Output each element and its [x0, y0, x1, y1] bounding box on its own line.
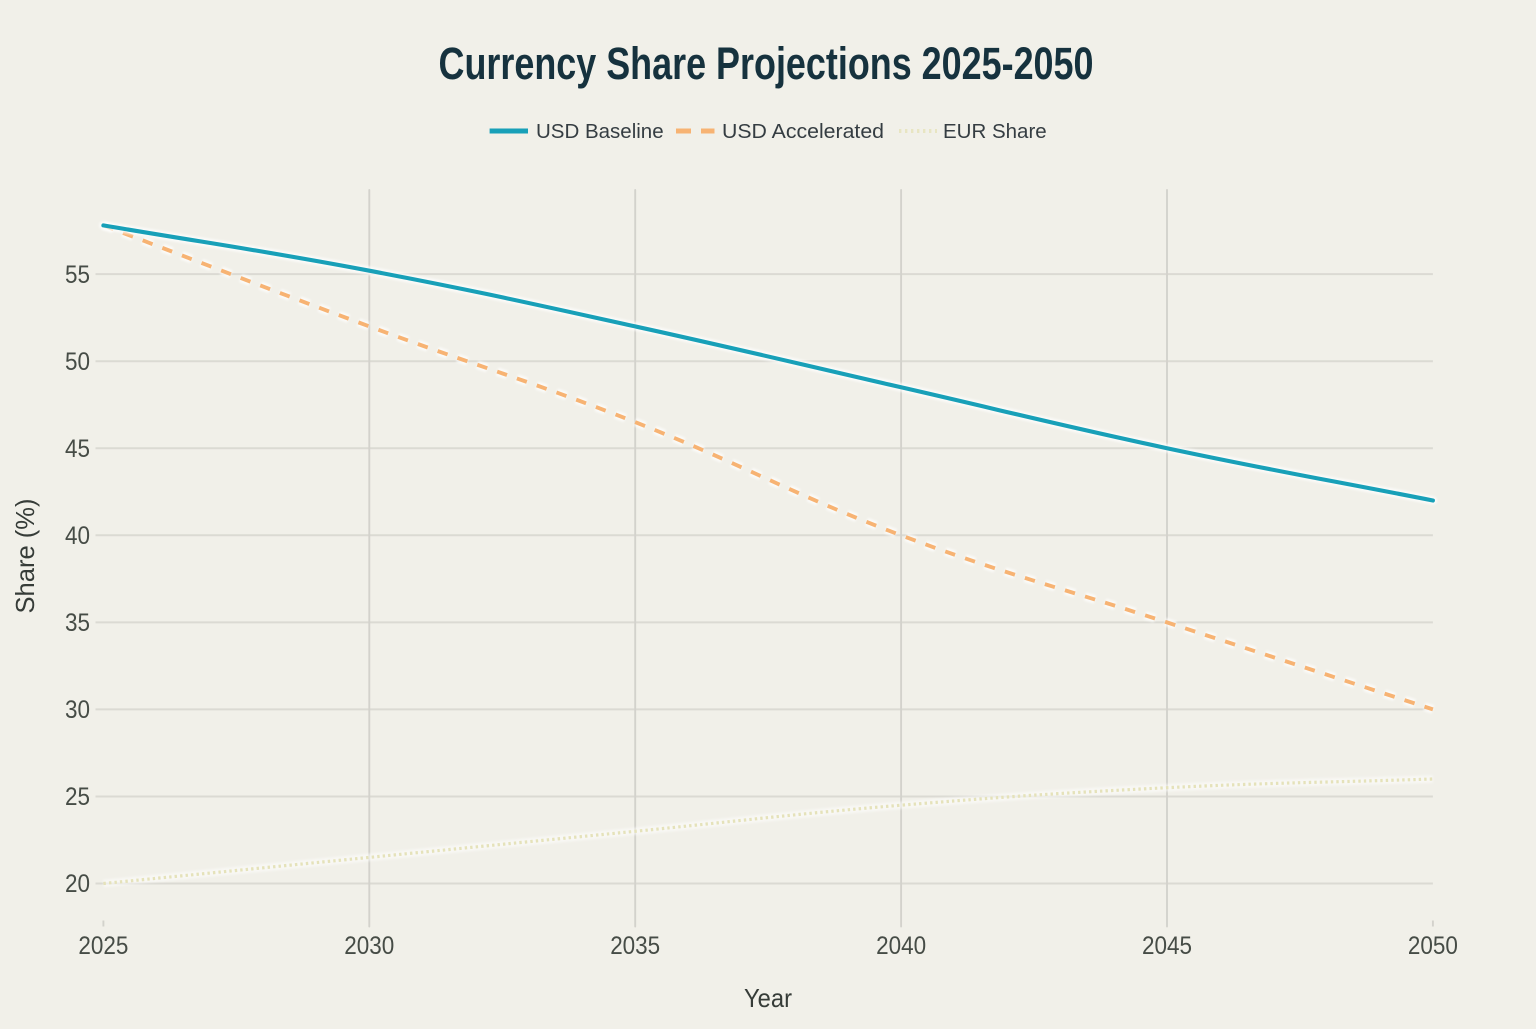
svg-text:USD Baseline: USD Baseline: [536, 120, 664, 143]
svg-text:35: 35: [65, 609, 90, 637]
svg-text:2040: 2040: [876, 932, 926, 960]
svg-text:2030: 2030: [344, 932, 394, 960]
svg-text:Year: Year: [744, 983, 792, 1013]
svg-text:2025: 2025: [78, 932, 128, 960]
svg-text:2050: 2050: [1408, 932, 1458, 960]
svg-text:USD Accelerated: USD Accelerated: [722, 120, 884, 143]
svg-text:50: 50: [65, 348, 90, 376]
svg-text:2035: 2035: [610, 932, 660, 960]
svg-text:55: 55: [65, 261, 90, 289]
svg-text:25: 25: [65, 783, 90, 811]
svg-text:Share (%): Share (%): [10, 499, 40, 614]
svg-text:40: 40: [65, 522, 90, 550]
svg-text:2045: 2045: [1142, 932, 1192, 960]
svg-text:Currency Share Projections 202: Currency Share Projections 2025-2050: [439, 38, 1094, 89]
svg-text:EUR Share: EUR Share: [943, 120, 1047, 143]
svg-text:30: 30: [65, 696, 90, 724]
svg-text:45: 45: [65, 435, 90, 463]
svg-text:20: 20: [65, 870, 90, 898]
